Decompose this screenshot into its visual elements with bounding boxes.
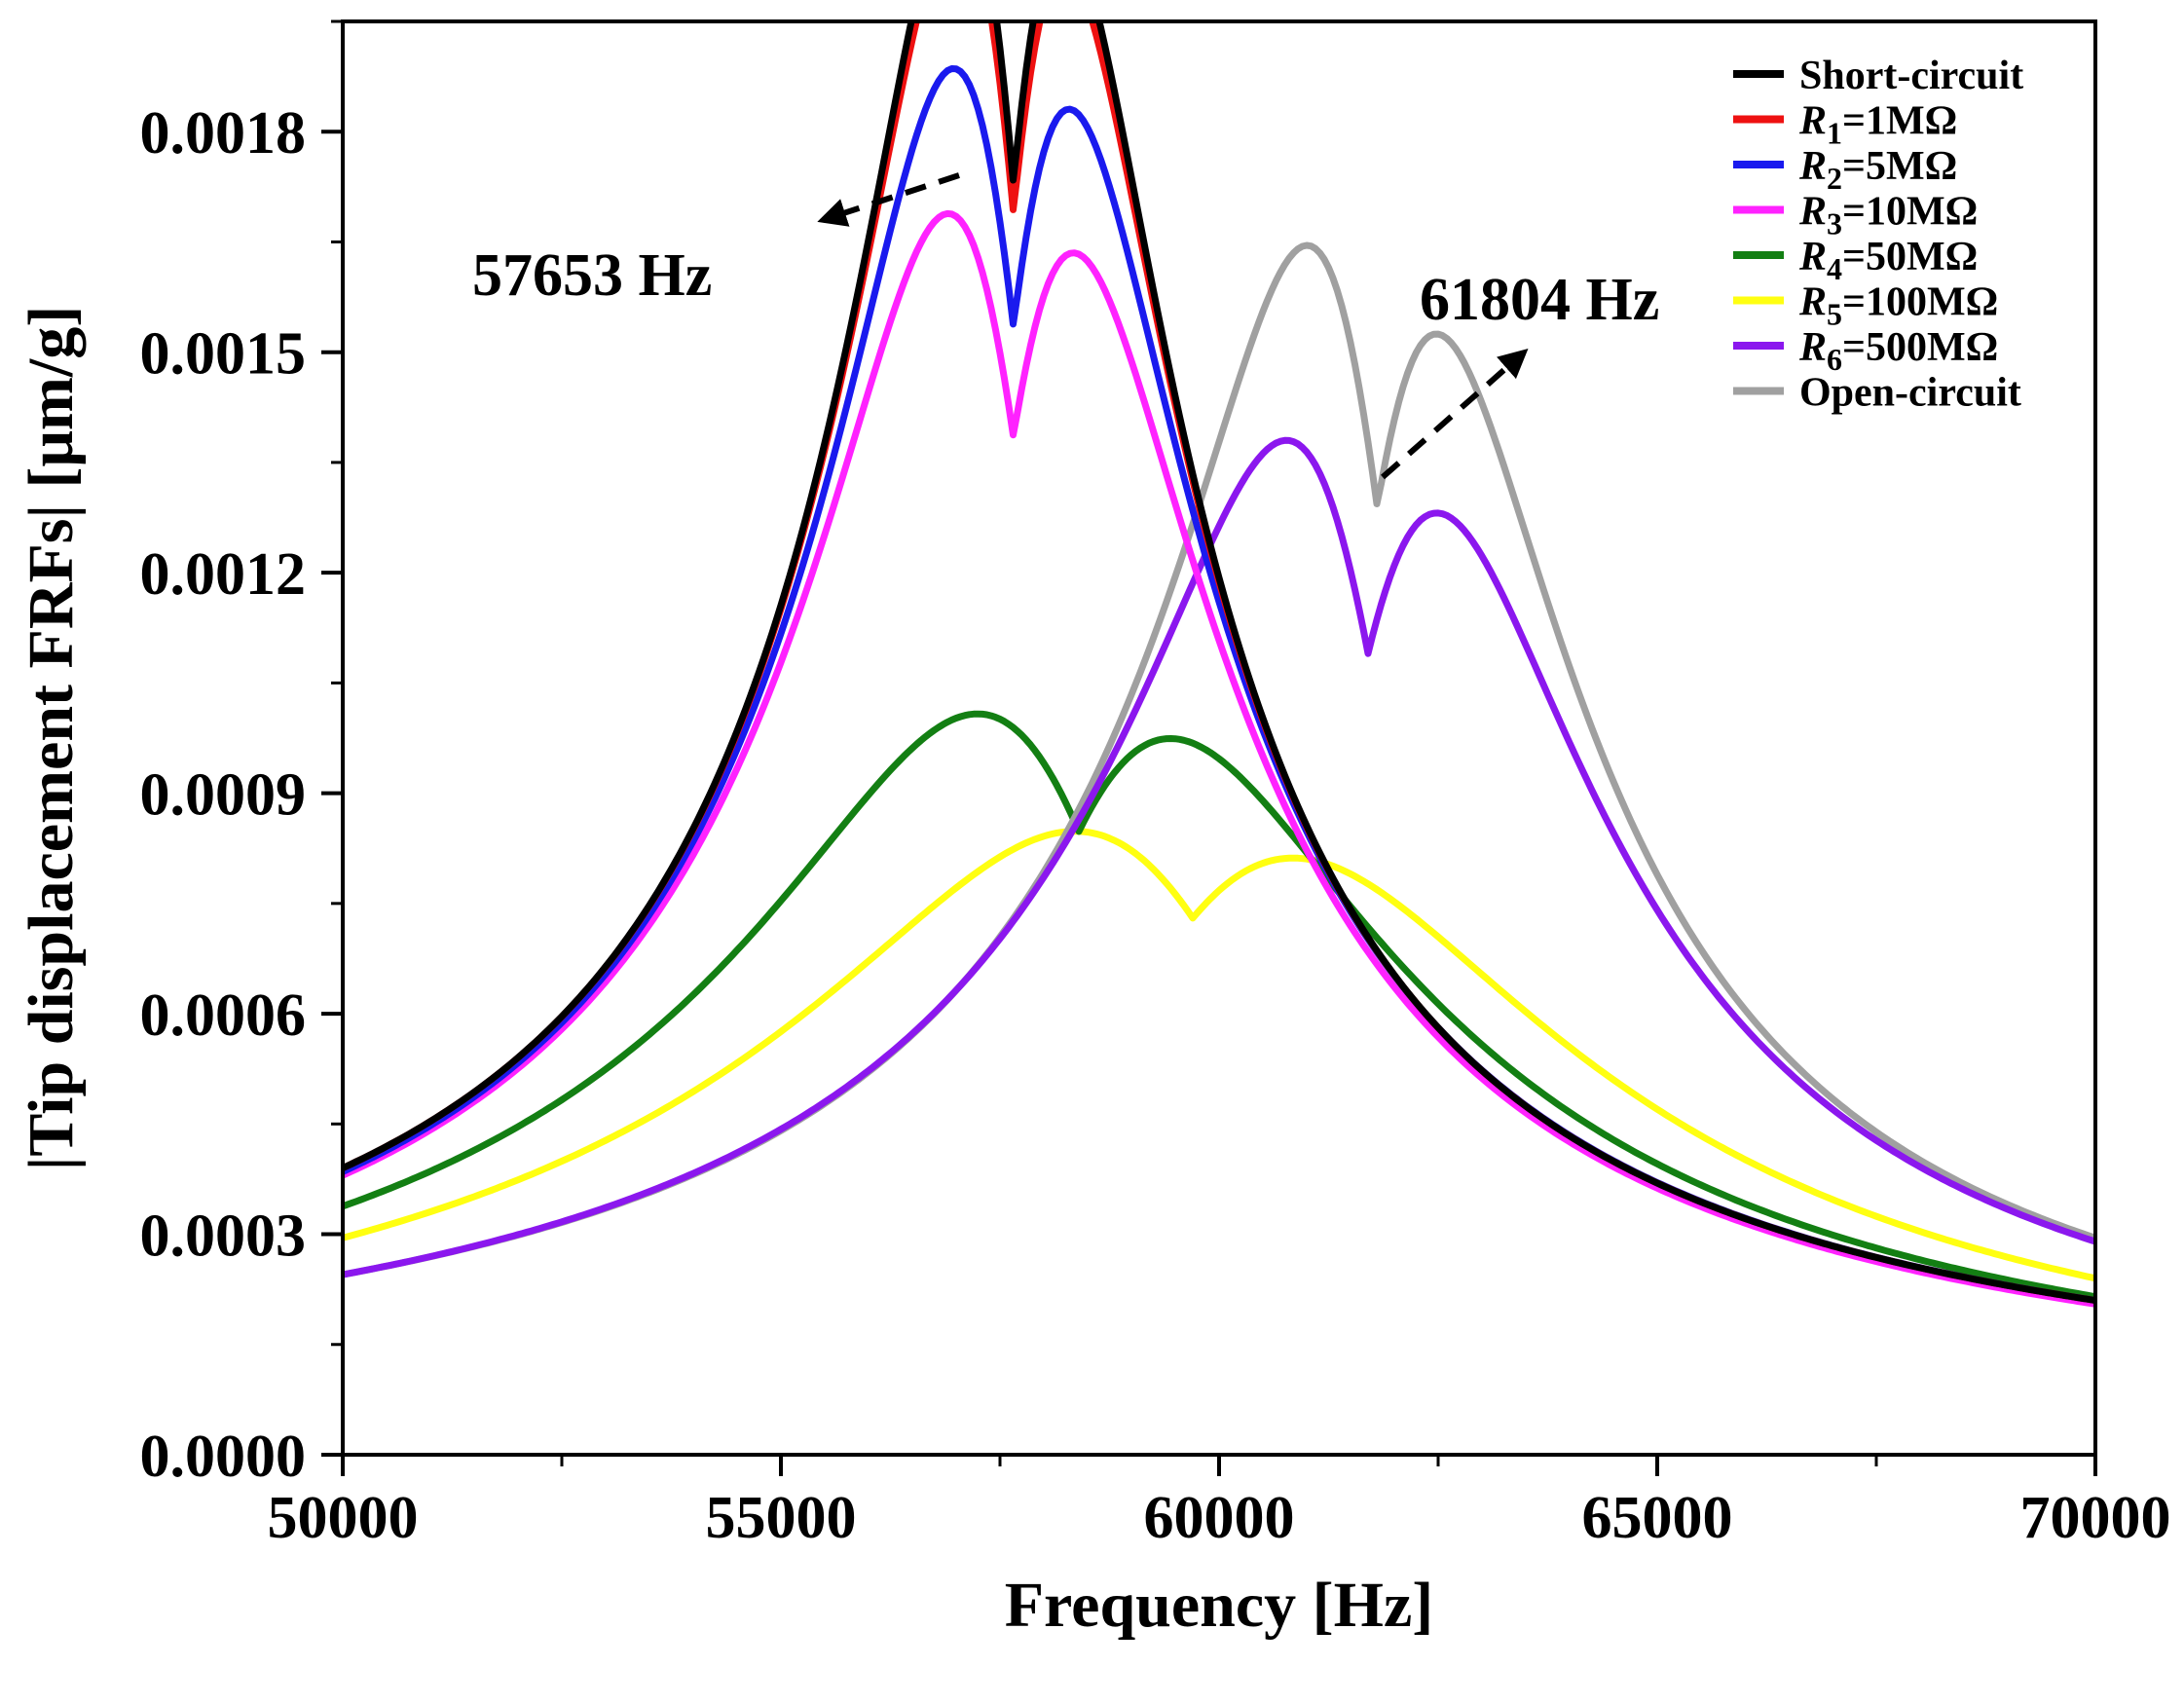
annotation-arrow-1 — [817, 172, 960, 227]
legend-label: R2=5MΩ — [1798, 144, 1957, 196]
y-tick-label: 0.0006 — [140, 982, 307, 1049]
legend-label-sub: 2 — [1827, 161, 1842, 196]
annotation-arrow-2 — [1381, 349, 1529, 480]
legend-label-rest: =500MΩ — [1842, 325, 1998, 370]
axes-layer: 50000 55000 60000 65000 70000 0.0000 0.0003 0.0… — [140, 19, 2171, 1551]
legend-label-main: R — [1798, 190, 1827, 235]
legend-label-main: R — [1798, 144, 1827, 189]
legend: Short-circuitR1=1MΩR2=5MΩR3=10MΩR4=50MΩR… — [1733, 54, 2023, 416]
legend-label-rest: =5MΩ — [1842, 144, 1957, 189]
legend-label-sub: 6 — [1827, 342, 1842, 377]
series-line-6 — [343, 828, 2095, 1282]
legend-label-sub: 5 — [1827, 297, 1842, 332]
x-tick-label: 65000 — [1582, 1485, 1733, 1551]
annotation-label-2: 61804 Hz — [1420, 267, 1659, 333]
legend-label-main: R — [1798, 280, 1827, 325]
x-tick-label: 50000 — [268, 1485, 419, 1551]
legend-label: R5=100MΩ — [1798, 280, 1998, 332]
legend-label: R6=500MΩ — [1798, 325, 1998, 377]
legend-label-rest: =10MΩ — [1842, 190, 1978, 235]
series-layer — [343, 21, 2095, 1308]
legend-label: R1=1MΩ — [1798, 99, 1957, 151]
x-tick-label: 70000 — [2020, 1485, 2171, 1551]
legend-label-rest: =100MΩ — [1842, 280, 1998, 325]
x-tick-label: 55000 — [706, 1485, 857, 1551]
legend-label: R4=50MΩ — [1798, 235, 1978, 286]
legend-label: R3=10MΩ — [1798, 190, 1978, 241]
x-tick-label: 60000 — [1144, 1485, 1295, 1551]
legend-label-main: R — [1798, 99, 1827, 144]
series-line-5 — [343, 710, 2095, 1301]
y-tick-label: 0.0003 — [140, 1204, 307, 1270]
y-tick-label: 0.0015 — [140, 321, 307, 388]
series-line-1 — [343, 21, 2095, 1304]
y-tick-label: 0.0018 — [140, 100, 307, 167]
x-axis-title: Frequency [Hz] — [1005, 1570, 1434, 1641]
annotations: 57653 Hz 61804 Hz — [472, 172, 1659, 480]
annotation-label-1: 57653 Hz — [472, 242, 712, 309]
legend-label-sub: 3 — [1827, 206, 1842, 241]
legend-label-sub: 1 — [1827, 116, 1842, 151]
y-tick-label: 0.0009 — [140, 762, 307, 829]
legend-label-sub: 4 — [1827, 251, 1842, 286]
y-axis-title: |Tip displacement FRFs| [μm/g] — [16, 306, 87, 1170]
legend-label-main: R — [1798, 325, 1827, 370]
legend-label: Short-circuit — [1799, 54, 2023, 98]
legend-label-rest: =1MΩ — [1842, 99, 1957, 144]
y-tick-label: 0.0000 — [140, 1424, 307, 1490]
series-line-4 — [343, 209, 2095, 1308]
legend-label: Open-circuit — [1799, 371, 2021, 416]
series-line-7 — [343, 436, 2095, 1278]
legend-label-rest: =50MΩ — [1842, 235, 1978, 279]
y-tick-label: 0.0012 — [140, 541, 307, 608]
legend-label-main: R — [1798, 235, 1827, 279]
